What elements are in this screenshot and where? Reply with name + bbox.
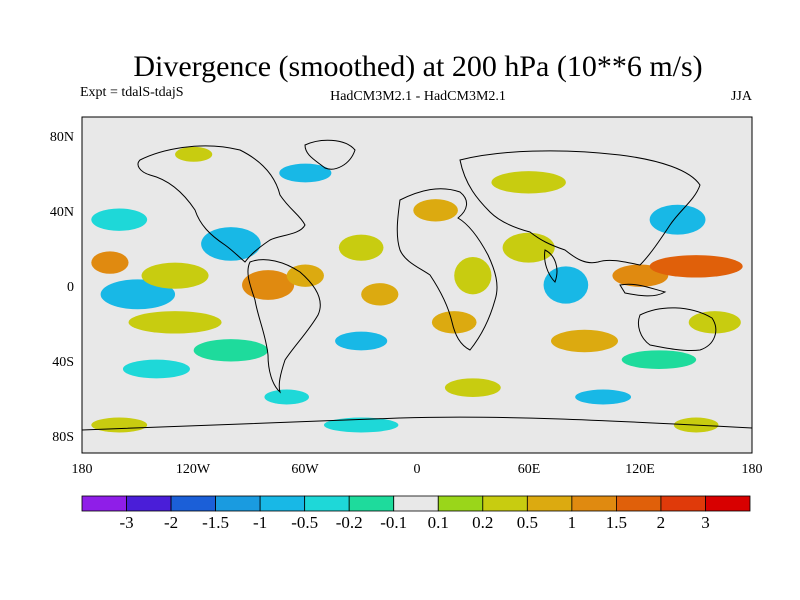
divergence-region-30 <box>91 417 148 433</box>
lat-label-80n: 80N <box>50 130 74 145</box>
coast-europe-africa <box>396 188 498 351</box>
divergence-region-21 <box>649 204 706 235</box>
experiment-label: Expt = tdalS-tdajS <box>80 85 184 100</box>
divergence-region-28 <box>264 389 310 405</box>
lon-label-60e: 60E <box>518 462 541 477</box>
colorbar-label-9: 0.5 <box>517 513 538 532</box>
colorbar-swatch-10 <box>526 495 573 512</box>
latitude-axis: 80N 40N 0 40S 80S <box>50 130 74 445</box>
colorbar-swatch-5 <box>304 495 350 512</box>
colorbar-swatch-6 <box>348 495 395 512</box>
colorbar-label-0: -3 <box>119 513 133 532</box>
colorbar-label-7: 0.1 <box>428 513 449 532</box>
divergence-field <box>91 146 743 433</box>
colorbar-label-2: -1.5 <box>202 513 229 532</box>
coast-south-america <box>247 259 321 394</box>
lat-label-0: 0 <box>67 280 74 295</box>
divergence-region-26 <box>175 146 213 162</box>
lat-label-40s: 40S <box>52 355 74 370</box>
lat-label-40n: 40N <box>50 205 74 220</box>
lon-label-60w: 60W <box>291 462 319 477</box>
colorbar-swatch-1 <box>126 495 172 512</box>
colorbar-label-12: 2 <box>657 513 666 532</box>
coast-indonesia <box>619 283 667 297</box>
colorbar-swatch-4 <box>259 495 306 512</box>
lon-label-180w: 180 <box>72 462 93 477</box>
colorbar-swatch-14 <box>705 495 751 512</box>
divergence-region-25 <box>279 163 332 183</box>
divergence-region-0 <box>91 251 129 274</box>
divergence-region-18 <box>551 329 618 353</box>
coastlines <box>81 139 753 431</box>
coast-australia <box>637 307 717 351</box>
coast-antarctica <box>81 416 753 431</box>
divergence-region-29 <box>575 389 632 405</box>
divergence-region-14 <box>454 257 492 295</box>
divergence-region-31 <box>323 417 399 433</box>
divergence-region-27 <box>444 378 501 397</box>
colorbar-swatch-8 <box>437 495 484 512</box>
divergence-region-13 <box>413 199 458 222</box>
colorbar-swatch-0 <box>81 495 127 512</box>
divergence-region-3 <box>141 262 209 289</box>
divergence-region-12 <box>335 331 388 351</box>
divergence-region-9 <box>122 359 190 379</box>
divergence-region-23 <box>621 350 697 369</box>
map-title: Divergence (smoothed) at 200 hPa (10**6 … <box>133 50 702 83</box>
colorbar-swatch-7 <box>393 495 439 512</box>
divergence-region-8 <box>193 339 269 362</box>
colorbar-label-13: 3 <box>701 513 710 532</box>
divergence-region-15 <box>431 311 477 334</box>
colorbar-label-6: -0.1 <box>380 513 407 532</box>
colorbar-swatch-12 <box>616 495 662 512</box>
divergence-region-17 <box>543 266 589 304</box>
colorbar-label-8: 0.2 <box>472 513 493 532</box>
divergence-region-24 <box>491 171 566 194</box>
lon-label-180e: 180 <box>742 462 763 477</box>
coast-asia <box>459 150 701 266</box>
colorbar-label-1: -2 <box>164 513 178 532</box>
divergence-region-2 <box>91 208 148 231</box>
lat-label-80s: 80S <box>52 430 74 445</box>
lon-label-120w: 120W <box>176 462 211 477</box>
coast-greenland <box>304 139 356 170</box>
divergence-region-5 <box>242 270 295 300</box>
colorbar-swatch-11 <box>571 495 617 512</box>
lon-label-120e: 120E <box>625 462 655 477</box>
colorbar: -3 -2 -1.5 -1 -0.5 -0.2 -0.1 0.1 0.2 0.5 1 1.5 2 3 <box>81 495 751 532</box>
longitude-axis: 180 120W 60W 0 60E 120E 180 <box>72 462 763 477</box>
coast-north-america <box>137 145 306 263</box>
colorbar-swatch-9 <box>482 495 528 512</box>
map-frame <box>81 116 753 454</box>
divergence-region-7 <box>128 311 222 334</box>
coast-india <box>544 249 558 283</box>
map-panel <box>81 116 753 454</box>
lon-label-0: 0 <box>414 462 421 477</box>
colorbar-swatch-2 <box>170 495 216 512</box>
models-label: HadCM3M2.1 - HadCM3M2.1 <box>330 89 506 104</box>
colorbar-label-4: -0.5 <box>291 513 318 532</box>
season-label: JJA <box>731 89 753 104</box>
divergence-region-4 <box>201 227 261 261</box>
colorbar-label-5: -0.2 <box>336 513 363 532</box>
divergence-region-11 <box>361 283 399 306</box>
colorbar-swatch-13 <box>660 495 706 512</box>
divergence-region-16 <box>502 232 555 263</box>
colorbar-swatch-3 <box>215 495 261 512</box>
colorbar-label-11: 1.5 <box>606 513 627 532</box>
divergence-region-10 <box>338 234 384 261</box>
divergence-region-20 <box>649 255 743 278</box>
colorbar-label-3: -1 <box>253 513 267 532</box>
divergence-region-1 <box>100 279 176 310</box>
colorbar-label-10: 1 <box>568 513 577 532</box>
